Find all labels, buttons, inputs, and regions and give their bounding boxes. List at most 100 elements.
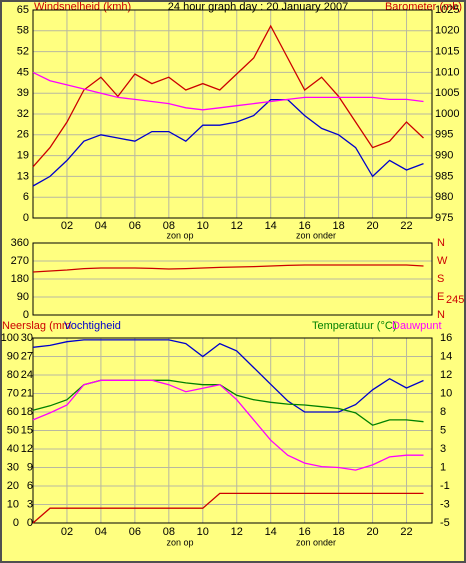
x-tick-label: 04: [95, 526, 107, 538]
series-line: [32, 71, 424, 111]
y-tick-label: 1010: [435, 66, 459, 78]
chart-title: 24 hour graph day : 20 January 2007: [168, 1, 348, 13]
annotation: zon onder: [296, 230, 336, 240]
y-tick-label: 0: [13, 517, 19, 529]
x-tick-label: 08: [163, 220, 175, 232]
y-tick-label: 980: [435, 191, 453, 203]
y-tick-label: 30: [7, 461, 19, 473]
y-tick-label: 1015: [435, 46, 459, 58]
series-line: [32, 24, 424, 168]
y-tick-label: E: [437, 291, 444, 303]
x-tick-label: 22: [400, 526, 412, 538]
x-tick-label: 16: [299, 220, 311, 232]
y-tick-label: 6: [23, 191, 29, 203]
legend-label: Neerslag (mm: [2, 320, 71, 332]
y-tick-label: 13: [17, 170, 29, 182]
x-tick-label: 18: [332, 220, 344, 232]
y-tick-label: 45: [17, 66, 29, 78]
legend-label: Vochtigheid: [64, 320, 121, 332]
y-tick-label: 1: [440, 461, 446, 473]
y-tick-label: 12: [440, 369, 452, 381]
y-tick-label: -1: [440, 480, 450, 492]
y-tick-label: 90: [7, 350, 19, 362]
x-tick-label: 06: [129, 526, 141, 538]
x-tick-label: 02: [61, 526, 73, 538]
x-tick-label: 14: [265, 526, 277, 538]
y-tick-label: 5: [440, 424, 446, 436]
y-tick-label: 70: [7, 387, 19, 399]
y-tick-label: 80: [7, 369, 19, 381]
y-tick-label: 0: [27, 517, 33, 529]
x-tick-label: 08: [163, 526, 175, 538]
current-direction: 245: [446, 294, 464, 306]
y-tick-label: 60: [7, 406, 19, 418]
y-tick-label: 20: [7, 480, 19, 492]
y-tick-label: 270: [11, 255, 29, 267]
y-tick-label: 26: [17, 129, 29, 141]
y-tick-label: 58: [17, 25, 29, 37]
x-tick-label: 20: [366, 220, 378, 232]
plot-border: [32, 337, 433, 524]
x-tick-label: 14: [265, 220, 277, 232]
series-line: [32, 379, 424, 471]
x-tick-label: 20: [366, 526, 378, 538]
y-tick-label: 15: [21, 424, 33, 436]
y-tick-label: 985: [435, 170, 453, 182]
y-tick-label: 1005: [435, 87, 459, 99]
y-tick-label: 10: [440, 387, 452, 399]
y-tick-label: W: [437, 255, 448, 267]
y-tick-label: -5: [440, 517, 450, 529]
y-tick-label: 10: [7, 498, 19, 510]
y-tick-label: 16: [440, 332, 452, 344]
series-line: [32, 98, 424, 187]
y-tick-label: 39: [17, 87, 29, 99]
y-tick-label: S: [437, 273, 444, 285]
y-tick-label: 21: [21, 387, 33, 399]
y-tick-label: 995: [435, 129, 453, 141]
y-tick-label: 14: [440, 350, 452, 362]
y-tick-label: 90: [17, 291, 29, 303]
y-tick-label: 0: [23, 212, 29, 224]
y-tick-label: 24: [21, 369, 33, 381]
y-tick-label: 3: [440, 443, 446, 455]
legend-label: Temperatuur (°C): [312, 320, 396, 332]
y-tick-label: 1000: [435, 108, 459, 120]
y-tick-label: 40: [7, 443, 19, 455]
y-tick-label: 19: [17, 150, 29, 162]
y-tick-label: 18: [21, 406, 33, 418]
x-tick-label: 12: [231, 220, 243, 232]
y-axis-title: Windsnelheid (kmh): [34, 1, 131, 13]
series-line: [32, 264, 424, 273]
x-tick-label: 12: [231, 526, 243, 538]
x-tick-label: 18: [332, 526, 344, 538]
y-tick-label: 990: [435, 150, 453, 162]
y-tick-label: 975: [435, 212, 453, 224]
y-tick-label: 27: [21, 350, 33, 362]
y-tick-label: 30: [21, 332, 33, 344]
y-tick-label: 12: [21, 443, 33, 455]
x-tick-label: 10: [197, 526, 209, 538]
y-tick-label: 9: [27, 461, 33, 473]
x-tick-label: 22: [400, 220, 412, 232]
y-tick-label: 32: [17, 108, 29, 120]
series-line: [32, 492, 424, 524]
plot-border: [32, 242, 433, 316]
y-tick-label: 6: [27, 480, 33, 492]
y-tick-label: N: [437, 309, 445, 321]
plot-border: [32, 9, 433, 219]
x-tick-label: 06: [129, 220, 141, 232]
y-tick-label: 1020: [435, 25, 459, 37]
y-tick-label: 180: [11, 273, 29, 285]
y-tick-label: -3: [440, 498, 450, 510]
series-line: [32, 339, 424, 413]
x-tick-label: 10: [197, 220, 209, 232]
annotation: zon op: [166, 230, 193, 240]
legend-label: Dauwpunt: [392, 320, 442, 332]
y-tick-label: N: [437, 237, 445, 249]
y-tick-label: 360: [11, 237, 29, 249]
annotation: zon onder: [296, 537, 336, 547]
y-tick-label: 52: [17, 46, 29, 58]
